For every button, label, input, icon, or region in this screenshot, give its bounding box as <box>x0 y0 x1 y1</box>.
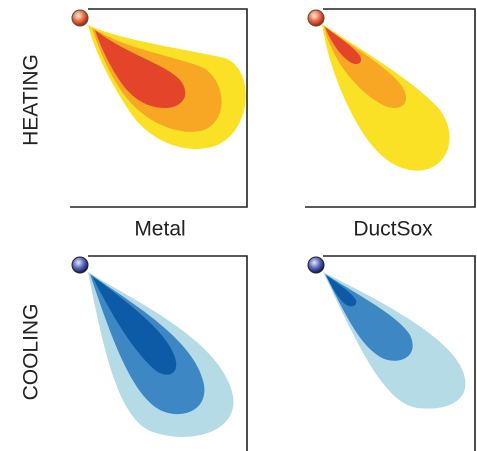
column-label: Metal <box>134 218 185 241</box>
cooling-ductsox-panel <box>307 255 476 451</box>
heating-ductsox-panel <box>305 8 476 208</box>
row-label: HEATING <box>20 54 43 146</box>
cooling-metal-panel <box>71 255 248 451</box>
column-label: DuctSox <box>353 218 433 241</box>
heating-metal-panel <box>70 8 248 208</box>
row-label: COOLING <box>20 304 43 401</box>
